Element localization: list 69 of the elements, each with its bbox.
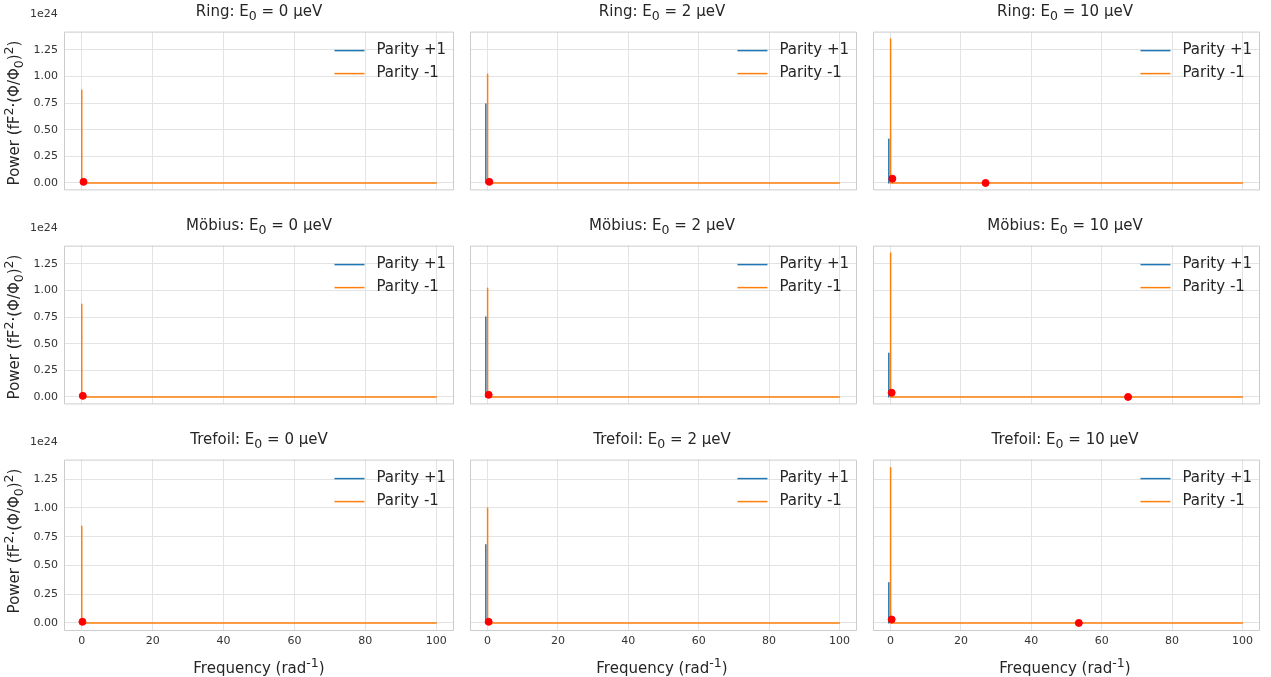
x-tick-label: 20 [550,634,565,648]
y-tick-label: 1.00 [33,500,58,514]
text: 1e24 [30,221,58,234]
y-tick-label: 0.00 [33,175,58,189]
text: 1e24 [30,7,58,20]
y-tick-label: 1.00 [33,283,58,297]
chart-title: Trefoil: E$_{0}$ = 10 μeV [991,430,1139,453]
y-tick-label: 1.00 [33,69,58,83]
y-tick-label: 0.75 [33,529,58,543]
y-tick-label: 0.50 [33,336,58,350]
chart-title: Möbius: E$_{0}$ = 0 μeV [186,216,332,239]
legend-label: Parity +1 [1182,468,1253,487]
x-axis-title: Frequency (rad$^{-1}$) [193,654,325,677]
chart-title: Ring: E$_{0}$ = 10 μeV [997,2,1133,25]
x-tick-label: 60 [287,634,302,648]
legend-label: Parity +1 [376,40,447,59]
y-tick-label: 0.50 [33,122,58,136]
legend-label: Parity -1 [779,63,842,82]
legend-label: Parity +1 [376,468,447,487]
legend-label: Parity +1 [376,254,447,273]
y-tick-label: 0.50 [33,558,58,572]
x-tick-label: 80 [358,634,373,648]
x-axis-title: Frequency (rad$^{-1}$) [999,654,1131,677]
y-tick-label: 1.25 [33,472,58,486]
legend-label: Parity +1 [1182,254,1253,273]
text: 1e24 [30,435,58,448]
chart-title: Möbius: E$_{0}$ = 10 μeV [987,216,1143,239]
x-tick-label: 40 [1024,634,1039,648]
x-tick-label: 80 [1165,634,1180,648]
legend-label: Parity +1 [779,254,850,273]
legend-label: Parity -1 [376,277,439,296]
x-tick-label: 40 [621,634,636,648]
chart-title: Trefoil: E$_{0}$ = 2 μeV [593,430,731,453]
y-tick-label: 0.25 [33,149,58,163]
y-tick-label: 1.25 [33,256,58,270]
y-tick-label: 0.25 [33,587,58,601]
legend-label: Parity -1 [779,277,842,296]
y-tick-label: 0.75 [33,95,58,109]
legend-label: Parity -1 [376,63,439,82]
chart-title: Ring: E$_{0}$ = 0 μeV [195,2,323,25]
chart-title: Ring: E$_{0}$ = 2 μeV [598,2,726,25]
y-tick-label: 0.75 [33,309,58,323]
y-tick-label: 1.25 [33,42,58,56]
legend-label: Parity +1 [779,40,850,59]
x-tick-label: 20 [953,634,968,648]
legend-label: Parity -1 [779,491,842,510]
x-tick-label: 0 [78,634,86,648]
x-tick-label: 100 [1231,634,1253,648]
x-tick-label: 40 [216,634,231,648]
x-tick-label: 60 [1094,634,1109,648]
legend-label: Parity -1 [1182,491,1245,510]
x-tick-label: 100 [425,634,447,648]
legend-label: Parity -1 [376,491,439,510]
legend-label: Parity +1 [779,468,850,487]
y-tick-label: 0.00 [33,389,58,403]
x-tick-label: 20 [145,634,160,648]
legend-label: Parity +1 [1182,40,1253,59]
legend-label: Parity -1 [1182,63,1245,82]
x-tick-label: 0 [887,634,895,648]
x-tick-label: 60 [691,634,706,648]
legend-label: Parity -1 [1182,277,1245,296]
y-tick-label: 0.00 [33,615,58,629]
x-tick-label: 0 [484,634,492,648]
chart-title: Trefoil: E$_{0}$ = 0 μeV [190,430,328,453]
x-axis-title: Frequency (rad$^{-1}$) [596,654,728,677]
y-tick-label: 0.25 [33,363,58,377]
chart-title: Möbius: E$_{0}$ = 2 μeV [589,216,735,239]
x-tick-label: 100 [828,634,850,648]
x-tick-label: 80 [762,634,777,648]
